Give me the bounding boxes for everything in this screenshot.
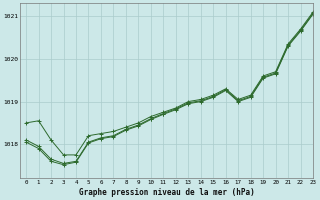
X-axis label: Graphe pression niveau de la mer (hPa): Graphe pression niveau de la mer (hPa) <box>79 188 254 197</box>
